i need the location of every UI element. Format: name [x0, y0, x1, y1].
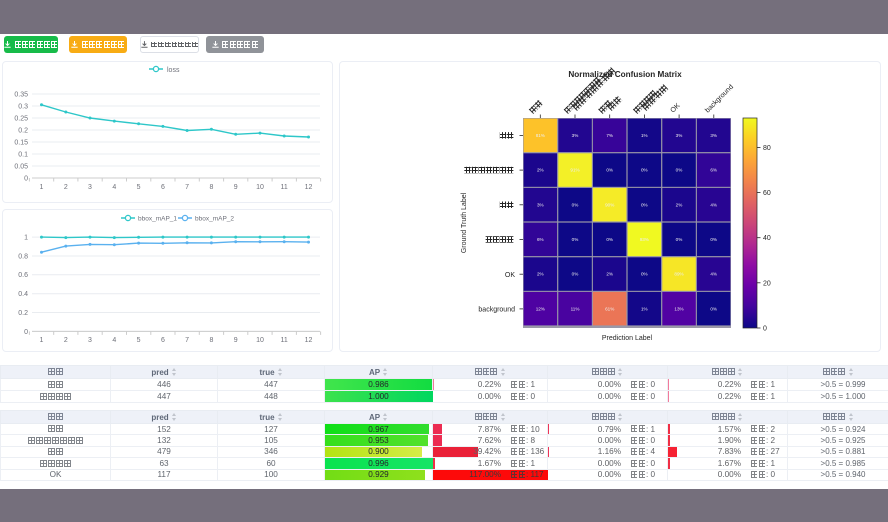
- svg-text:0%: 0%: [572, 202, 579, 207]
- svg-text:12: 12: [305, 337, 313, 344]
- svg-text:OK: OK: [669, 102, 681, 114]
- svg-text:Prediction Label: Prediction Label: [602, 335, 653, 342]
- svg-text:0: 0: [24, 176, 28, 183]
- svg-text:93%: 93%: [640, 237, 649, 242]
- svg-text:10: 10: [256, 184, 264, 191]
- svg-text:3%: 3%: [710, 133, 717, 138]
- svg-text:2%: 2%: [537, 272, 544, 277]
- svg-text:bbox_mAP_1: bbox_mAP_1: [138, 216, 177, 223]
- svg-text:0.35: 0.35: [14, 92, 28, 99]
- svg-text:11: 11: [281, 337, 288, 344]
- svg-text:6: 6: [161, 337, 165, 344]
- svg-text:60: 60: [763, 190, 771, 197]
- svg-text:0.8: 0.8: [18, 254, 28, 261]
- svg-text:8: 8: [209, 184, 213, 191]
- svg-text:3: 3: [88, 337, 92, 344]
- svg-text:3: 3: [88, 184, 92, 191]
- svg-text:12%: 12%: [536, 306, 545, 311]
- svg-text:0%: 0%: [676, 168, 683, 173]
- svg-text:7: 7: [185, 337, 189, 344]
- svg-text:7%: 7%: [606, 133, 613, 138]
- svg-text:3%: 3%: [572, 133, 579, 138]
- svg-text:0.05: 0.05: [14, 164, 28, 171]
- svg-text:OK: OK: [505, 272, 515, 279]
- svg-text:61%: 61%: [605, 306, 614, 311]
- svg-text:89%: 89%: [674, 272, 683, 277]
- svg-text:0%: 0%: [606, 237, 613, 242]
- svg-text:80: 80: [763, 145, 771, 152]
- svg-text:0: 0: [24, 329, 28, 336]
- svg-text:6: 6: [161, 184, 165, 191]
- svg-text:0%: 0%: [572, 237, 579, 242]
- svg-text:5: 5: [137, 337, 141, 344]
- svg-text:5: 5: [137, 184, 141, 191]
- svg-text:4: 4: [112, 184, 116, 191]
- svg-text:2: 2: [64, 337, 68, 344]
- svg-text:0%: 0%: [641, 272, 648, 277]
- svg-text:0%: 0%: [641, 202, 648, 207]
- svg-text:0.25: 0.25: [14, 116, 28, 123]
- svg-text:3%: 3%: [537, 202, 544, 207]
- svg-text:0%: 0%: [710, 306, 717, 311]
- svg-text:0%: 0%: [641, 168, 648, 173]
- svg-text:6%: 6%: [710, 168, 717, 173]
- svg-text:40: 40: [763, 235, 771, 242]
- svg-text:1: 1: [24, 235, 28, 242]
- svg-text:0%: 0%: [572, 272, 579, 277]
- svg-text:9: 9: [234, 184, 238, 191]
- svg-text:background: background: [704, 84, 735, 115]
- svg-text:4%: 4%: [710, 272, 717, 277]
- svg-text:2%: 2%: [537, 168, 544, 173]
- svg-text:4: 4: [112, 337, 116, 344]
- svg-text:10: 10: [256, 337, 264, 344]
- svg-text:13%: 13%: [674, 306, 683, 311]
- svg-text:0%: 0%: [676, 237, 683, 242]
- svg-text:8: 8: [209, 337, 213, 344]
- svg-text:2%: 2%: [676, 202, 683, 207]
- svg-text:6%: 6%: [537, 237, 544, 242]
- svg-text:0.4: 0.4: [18, 291, 28, 298]
- svg-text:Ground Truth Label: Ground Truth Label: [461, 192, 468, 253]
- svg-text:91%: 91%: [570, 168, 579, 173]
- svg-text:81%: 81%: [536, 133, 545, 138]
- svg-text:loss: loss: [167, 67, 180, 74]
- svg-text:0%: 0%: [606, 168, 613, 173]
- svg-text:7: 7: [185, 184, 189, 191]
- svg-text:9: 9: [234, 337, 238, 344]
- svg-text:12: 12: [305, 184, 313, 191]
- svg-text:11: 11: [281, 184, 288, 191]
- svg-text:2: 2: [64, 184, 68, 191]
- svg-text:0: 0: [763, 326, 767, 333]
- svg-text:0.1: 0.1: [18, 152, 28, 159]
- svg-text:20: 20: [763, 280, 771, 287]
- svg-text:2%: 2%: [606, 272, 613, 277]
- svg-text:1: 1: [40, 184, 44, 191]
- svg-text:1%: 1%: [641, 306, 648, 311]
- svg-text:90%: 90%: [605, 202, 614, 207]
- svg-text:bbox_mAP_2: bbox_mAP_2: [195, 216, 234, 223]
- svg-text:0%: 0%: [710, 237, 717, 242]
- svg-text:0.2: 0.2: [18, 128, 28, 135]
- svg-text:0.3: 0.3: [18, 104, 28, 111]
- svg-text:3%: 3%: [676, 133, 683, 138]
- svg-text:1%: 1%: [641, 133, 648, 138]
- svg-text:1: 1: [40, 337, 44, 344]
- svg-text:0.6: 0.6: [18, 272, 28, 279]
- svg-text:0.15: 0.15: [14, 140, 28, 147]
- svg-text:0.2: 0.2: [18, 310, 28, 317]
- svg-text:background: background: [478, 307, 515, 314]
- svg-text:Normalized Confusion Matrix: Normalized Confusion Matrix: [568, 70, 682, 79]
- svg-text:11%: 11%: [571, 306, 580, 311]
- svg-text:4%: 4%: [710, 202, 717, 207]
